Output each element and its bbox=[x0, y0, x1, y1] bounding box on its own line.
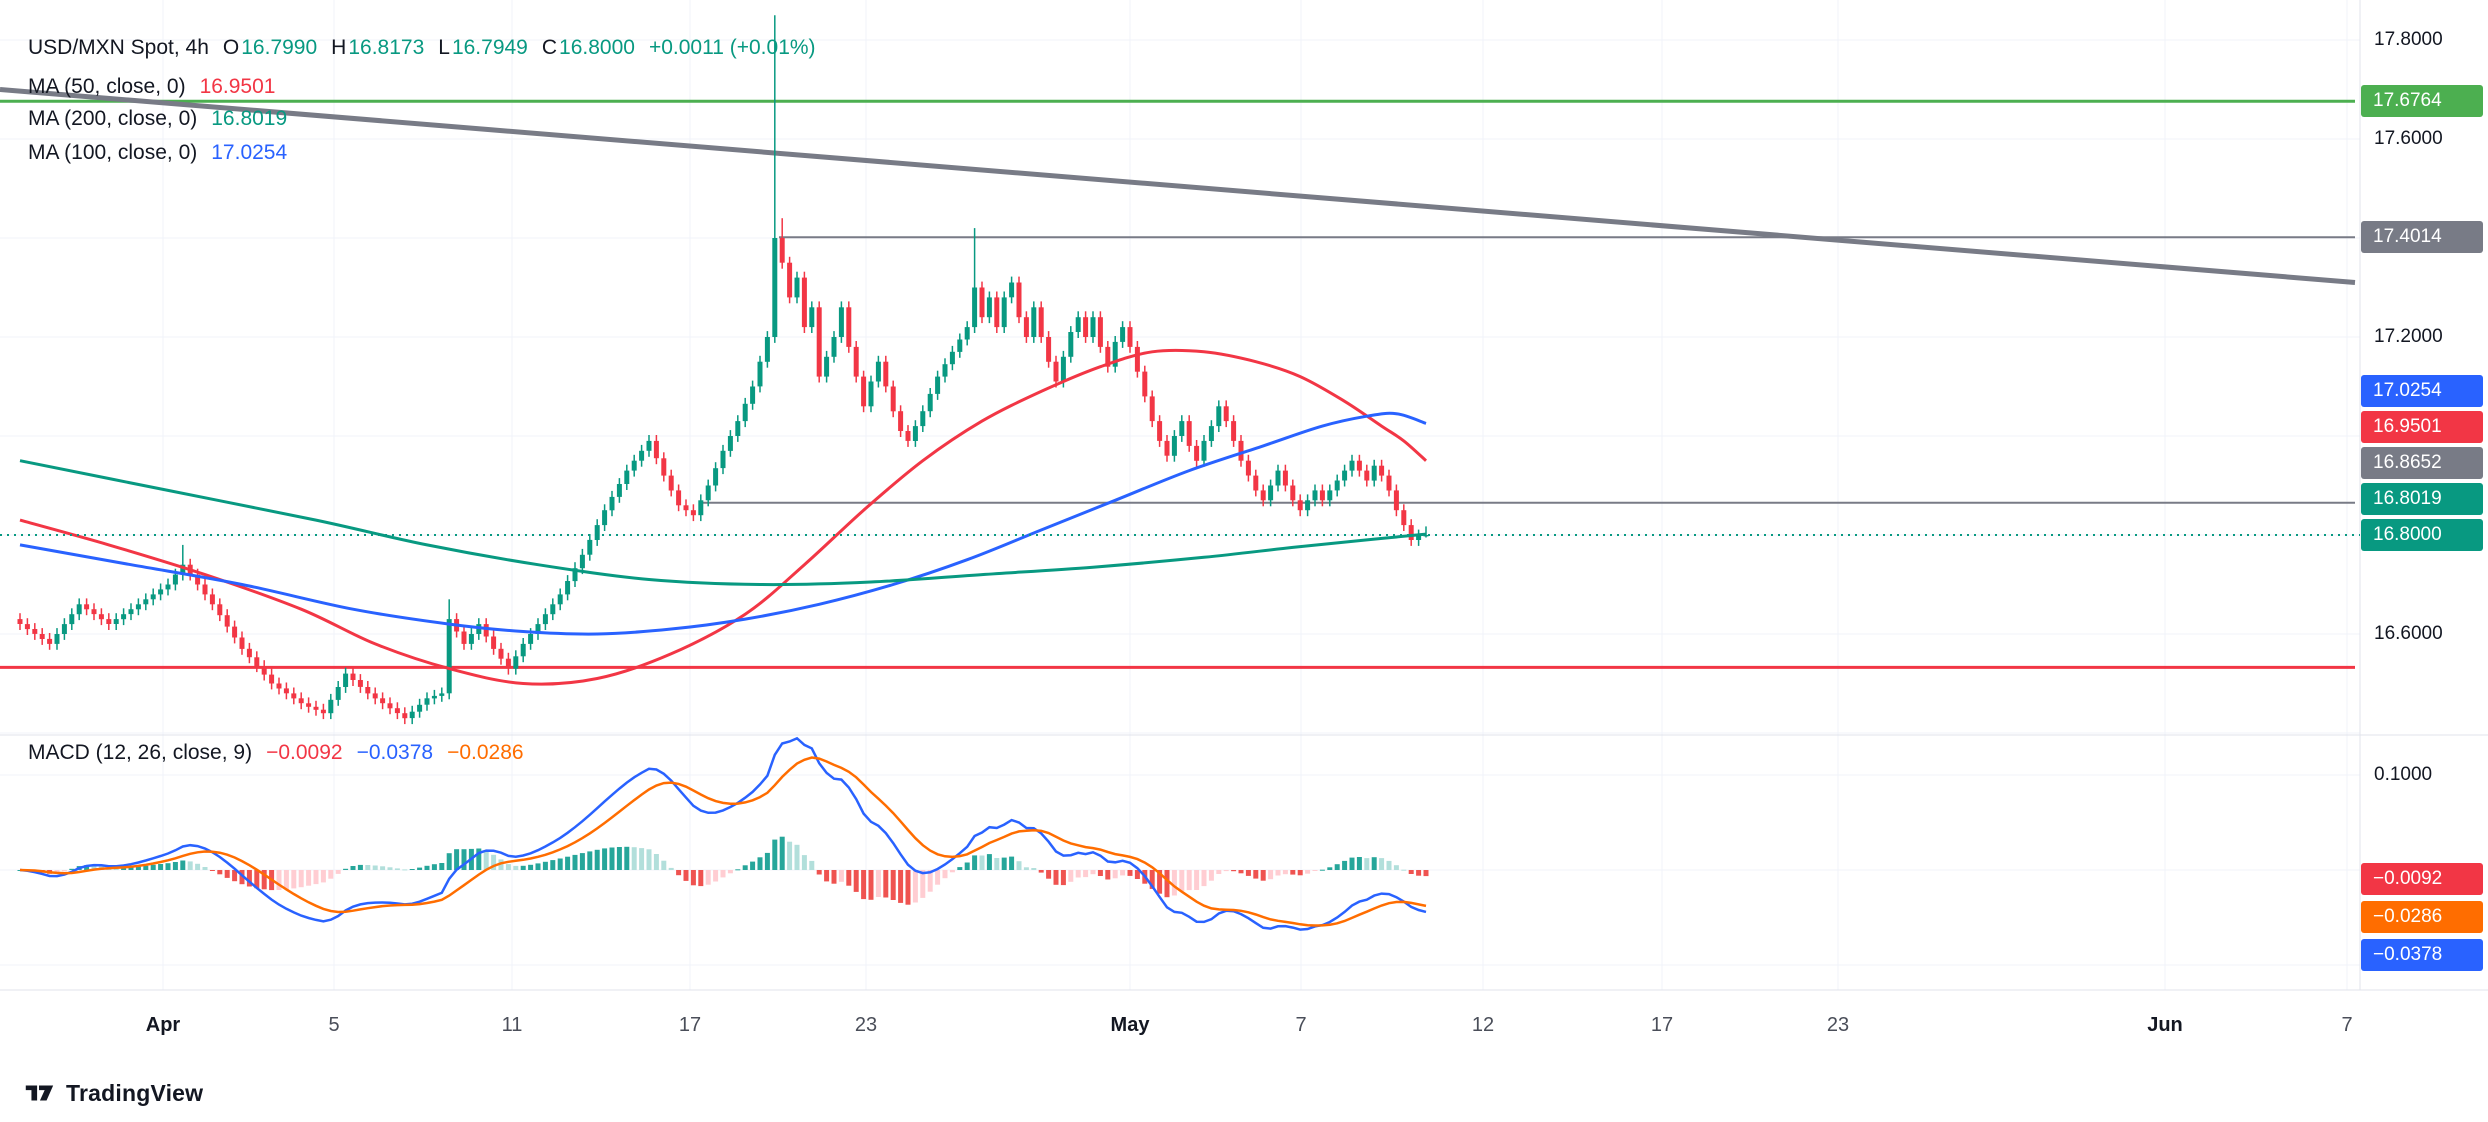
macd-badge: −0.0092 bbox=[2361, 862, 2483, 895]
price-axis-tick: 17.2000 bbox=[2374, 325, 2443, 347]
ma50-legend[interactable]: MA (50, close, 0) 16.9501 bbox=[28, 75, 276, 98]
macd-signal-line[interactable] bbox=[19, 756, 1427, 927]
ma100-legend[interactable]: MA (100, close, 0) 17.0254 bbox=[28, 141, 288, 164]
macd-badge: −0.0286 bbox=[2361, 900, 2483, 933]
time-axis-label: 11 bbox=[501, 1014, 523, 1036]
tradingview-wordmark: TradingView bbox=[66, 1079, 204, 1106]
ma200-legend[interactable]: MA (200, close, 0) 16.8019 bbox=[28, 107, 288, 130]
price-badge: 16.8000 bbox=[2361, 518, 2483, 551]
price-axis-tick: 17.8000 bbox=[2374, 28, 2443, 50]
time-axis-label: 7 bbox=[2341, 1014, 2353, 1036]
price-badge: 16.8652 bbox=[2361, 446, 2483, 479]
price-change: +0.0011 (+0.01%) bbox=[648, 36, 816, 59]
price-badge: 17.4014 bbox=[2361, 221, 2483, 254]
tradingview-attribution[interactable]: TradingView bbox=[22, 1076, 203, 1110]
ma50-line[interactable] bbox=[19, 348, 1427, 686]
ma100-line[interactable] bbox=[19, 411, 1427, 636]
time-axis-label: 17 bbox=[1650, 1014, 1674, 1036]
tradingview-logo-icon bbox=[25, 1085, 54, 1101]
price-badge: 17.0254 bbox=[2361, 374, 2483, 407]
time-axis-label: 7 bbox=[1295, 1014, 1307, 1036]
candlestick-series[interactable] bbox=[17, 15, 1429, 725]
ohlc-low: L 16.7949 bbox=[438, 36, 528, 59]
symbol-title[interactable]: USD/MXN Spot, 4h bbox=[28, 36, 209, 59]
ohlc-high: H 16.8173 bbox=[331, 36, 425, 59]
horizontal-line-drawings[interactable] bbox=[0, 99, 2355, 669]
macd-badge: −0.0378 bbox=[2361, 938, 2483, 971]
time-axis-label: 23 bbox=[854, 1014, 878, 1036]
gridlines bbox=[0, 0, 2360, 990]
pane-dividers bbox=[0, 0, 2488, 991]
time-axis-label: 23 bbox=[1826, 1014, 1850, 1036]
trendline-drawing[interactable] bbox=[0, 87, 2356, 285]
macd-legend[interactable]: MACD (12, 26, close, 9) −0.0092 −0.0378 … bbox=[28, 741, 524, 764]
time-axis-label: May bbox=[1110, 1014, 1150, 1036]
time-axis-label: 12 bbox=[1471, 1014, 1495, 1036]
time-axis-label: Apr bbox=[145, 1014, 181, 1036]
macd-line[interactable] bbox=[19, 736, 1427, 931]
macd-histogram[interactable] bbox=[17, 836, 1429, 905]
price-badge: 16.9501 bbox=[2361, 410, 2483, 443]
macd-axis-tick: 0.1000 bbox=[2374, 764, 2433, 785]
ohlc-open: O 16.7990 bbox=[222, 36, 318, 59]
ma200-line[interactable] bbox=[19, 459, 1427, 587]
time-axis-label: 5 bbox=[328, 1014, 340, 1036]
price-badge: 16.8019 bbox=[2361, 482, 2483, 515]
price-axis-tick: 17.6000 bbox=[2374, 127, 2443, 149]
price-axis-tick: 16.6000 bbox=[2374, 622, 2443, 644]
time-axis-label: 17 bbox=[678, 1014, 702, 1036]
ohlc-close: C 16.8000 bbox=[541, 36, 635, 59]
symbol-legend[interactable]: USD/MXN Spot, 4h O 16.7990 H 16.8173 L 1… bbox=[28, 36, 816, 60]
time-axis-label: Jun bbox=[2147, 1014, 2183, 1036]
price-badge: 17.6764 bbox=[2361, 85, 2483, 118]
